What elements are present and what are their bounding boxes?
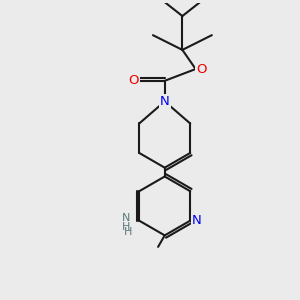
Text: H: H bbox=[124, 227, 132, 237]
Text: N: N bbox=[160, 95, 169, 108]
Text: O: O bbox=[196, 62, 207, 76]
Text: N: N bbox=[192, 214, 202, 227]
Text: H: H bbox=[122, 222, 130, 232]
Text: O: O bbox=[128, 74, 139, 87]
Text: N: N bbox=[122, 213, 130, 223]
